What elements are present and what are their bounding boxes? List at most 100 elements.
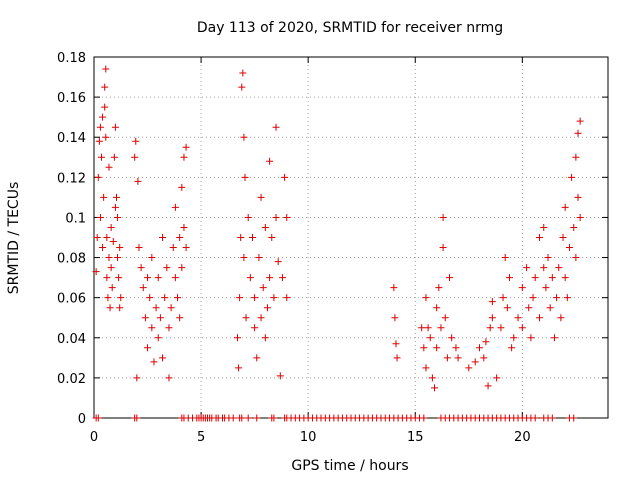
data-point [535,234,543,241]
data-point [235,364,243,372]
data-point [99,113,107,121]
y-tick-label: 0.12 [57,171,86,186]
data-point [278,274,286,282]
data-point [251,324,259,332]
data-point [576,213,584,221]
y-tick-label: 0.02 [57,372,86,387]
data-point [229,414,237,422]
data-point [178,183,186,191]
data-point [548,274,556,282]
data-point [110,153,118,161]
data-point [546,304,554,312]
data-point [165,374,173,382]
data-point [391,314,399,322]
data-point [240,254,248,262]
data-point [535,314,543,322]
data-point [133,374,141,382]
data-point [465,364,473,372]
data-point [239,69,247,77]
data-point [133,414,141,422]
data-point [514,314,522,322]
data-point [154,334,162,342]
data-point [574,129,582,137]
data-point [176,234,184,241]
data-point [476,344,483,352]
data-point [248,234,256,241]
data-point [111,123,119,131]
data-point [559,234,567,241]
data-point [117,294,125,302]
data-point [544,254,552,262]
data-point [501,254,509,262]
data-point [420,344,428,352]
data-point [257,314,265,322]
data-point [115,274,123,282]
data-point [548,414,556,422]
grid [94,57,608,418]
data-point [497,324,505,332]
data-point [238,83,246,91]
plot-frame [93,56,609,419]
data-point [107,223,115,231]
data-point [261,223,269,231]
data-point [174,294,182,302]
data-point [97,153,105,161]
data-point [283,213,291,221]
data-point [102,133,110,141]
data-point [454,354,462,362]
data-point [499,294,507,302]
data-point [433,344,441,352]
data-point [171,274,179,282]
data-point [563,294,571,302]
data-point [144,274,152,282]
data-point [244,414,252,422]
data-point [439,244,447,252]
data-point [561,203,569,211]
data-point [484,382,492,390]
data-point [272,213,280,221]
data-point [161,294,169,302]
data-point [268,234,276,241]
data-point [108,284,116,292]
data-point [251,294,259,302]
y-tick-label: 0.08 [57,252,86,267]
data-point [132,137,140,145]
data-point [565,244,573,252]
data-point [433,304,441,312]
data-point [422,364,430,372]
data-point [103,234,111,241]
data-point [116,304,124,312]
data-point [112,193,120,201]
data-point [428,374,436,382]
data-point [266,157,274,165]
data-point [101,83,109,91]
data-point [270,414,278,422]
data-point [139,284,147,292]
y-tick-label: 0.1 [65,211,86,226]
data-point [550,334,558,342]
data-point [101,103,109,111]
y-tick-label: 0.14 [57,131,86,146]
data-point [270,294,278,302]
data-point [390,284,398,292]
data-point [134,177,142,185]
data-point [529,294,537,302]
data-point [94,414,102,422]
data-point [107,264,115,272]
data-point [244,213,252,221]
data-point [493,374,501,382]
data-point [508,344,516,352]
y-tick-label: 0.06 [57,292,86,307]
data-point [503,304,511,312]
data-point [393,354,401,362]
data-point [272,123,280,131]
data-point [420,414,428,422]
data-point [167,304,175,312]
chart-title: Day 113 of 2020, SRMTID for receiver nrm… [197,20,503,36]
data-point [441,314,449,322]
data-point [518,324,526,332]
data-point [266,274,274,282]
data-point [283,294,291,302]
data-point [95,137,103,145]
